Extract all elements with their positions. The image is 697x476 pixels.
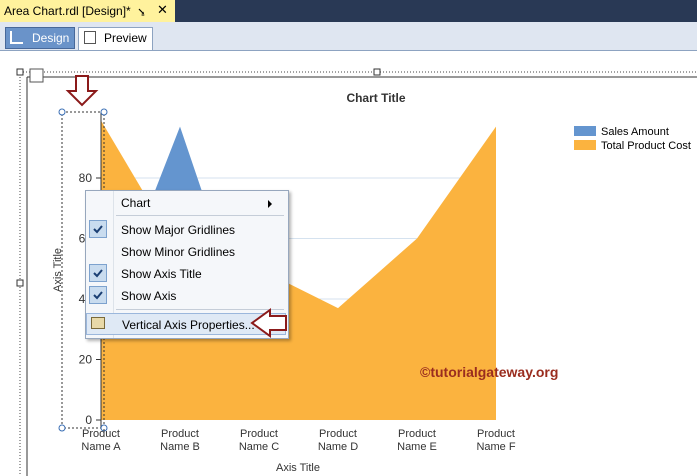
x-tick-label: Product Name E [397, 428, 437, 453]
menu-item[interactable]: Chart [86, 192, 286, 214]
x-axis-title: Axis Title [276, 462, 320, 474]
x-tick-label: Product Name D [317, 428, 359, 453]
preview-icon [84, 31, 96, 44]
annotation-arrow [65, 75, 99, 107]
check-mark [89, 220, 107, 238]
y-axis-title: Axis Title [52, 248, 64, 292]
design-icon [10, 31, 23, 44]
move-handle[interactable] [29, 68, 44, 83]
check-mark [89, 264, 107, 282]
doc-tab[interactable]: Area Chart.rdl [Design]* ⭸ ✕ [0, 0, 175, 22]
check-mark [89, 286, 107, 304]
menu-label: Vertical Axis Properties... [122, 318, 255, 332]
y-tick-label: 20 [79, 353, 93, 367]
resize-handle[interactable] [373, 68, 381, 76]
selection-handle[interactable] [100, 108, 108, 116]
menu-arrow [250, 308, 287, 338]
legend-label: Sales Amount [601, 126, 669, 138]
menu-label: Show Minor Gridlines [121, 245, 236, 259]
context-menu: Chart Show Major Gridlines Show Minor Grid… [85, 190, 289, 339]
chart-title: Chart Title [346, 91, 405, 105]
legend-swatch [574, 140, 596, 150]
design-tab[interactable]: Design [5, 27, 75, 49]
x-tick-label: Product Name F [476, 428, 516, 453]
x-tick-label: Product Name B [160, 428, 200, 453]
menu-label: Show Major Gridlines [121, 223, 236, 237]
tab-label: Preview [104, 31, 147, 45]
menu-separator [116, 309, 284, 310]
x-tick-label: Product Name A [81, 428, 121, 453]
preview-tab[interactable]: Preview [78, 27, 153, 50]
close-icon[interactable]: ✕ [157, 2, 168, 17]
menu-item[interactable]: Show Minor Gridlines [86, 241, 286, 263]
properties-icon [91, 317, 105, 329]
selection-handle[interactable] [58, 424, 66, 432]
doc-tab-title: Area Chart.rdl [Design]* [4, 4, 131, 18]
menu-separator [116, 215, 284, 216]
menu-item[interactable]: Show Major Gridlines [86, 219, 286, 241]
resize-handle[interactable] [16, 68, 24, 76]
legend-label: Total Product Cost [601, 140, 691, 152]
watermark: ©tutorialgateway.org [420, 364, 558, 380]
selection-handle[interactable] [58, 108, 66, 116]
menu-item[interactable]: Show Axis Title [86, 263, 286, 285]
y-tick-label: 80 [79, 171, 93, 185]
submenu-arrow [268, 200, 272, 208]
resize-handle[interactable] [16, 279, 24, 287]
menu-item[interactable]: Show Axis [86, 285, 286, 307]
tab-label: Design [32, 31, 70, 45]
legend-swatch [574, 126, 596, 136]
menu-item[interactable]: Vertical Axis Properties... [86, 313, 286, 335]
y-tick-label: 0 [85, 413, 92, 427]
pin-icon[interactable]: ⭸ [138, 6, 145, 18]
area [101, 120, 496, 421]
selection-handle[interactable] [100, 424, 108, 432]
menu-label: Chart [121, 196, 151, 210]
menu-label: Show Axis [121, 289, 177, 303]
x-tick-label: Product Name C [238, 428, 280, 453]
annotation-arrow [250, 308, 287, 338]
menu-gutter [113, 191, 114, 338]
menu-label: Show Axis Title [121, 267, 202, 281]
